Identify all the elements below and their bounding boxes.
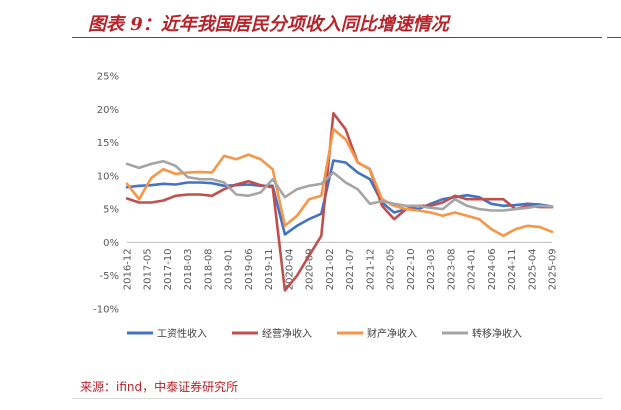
y-tick-label: 20% [97,105,119,116]
legend-label: 经营净收入 [262,327,312,340]
x-tick-label: 2020-04 [284,248,295,290]
x-tick-label: 2021-12 [365,248,376,290]
x-tick-label: 2024-01 [467,248,478,290]
y-tick-label: 25% [97,72,119,83]
y-tick-label: 15% [97,138,119,149]
x-tick-label: 2025-04 [527,248,538,290]
x-tick-label: 2019-01 [224,248,235,290]
y-tick-label: -10% [93,305,119,316]
series-line [125,128,554,238]
bottom-rule [72,398,602,399]
chart-title: 图表 9：近年我国居民分项收入同比增速情况 [88,14,449,35]
x-tick-label: 2017-10 [163,248,174,290]
x-tick-label: 2018-08 [203,248,214,290]
x-tick-label: 2019-06 [244,248,255,290]
x-tick-label: 2024-06 [487,248,498,290]
x-tick-label: 2023-08 [446,248,457,290]
title-bar: 图表 9：近年我国居民分项收入同比增速情况 [72,6,602,38]
y-tick-label: 5% [103,205,119,216]
x-tick-label: 2022-10 [406,248,417,290]
y-tick-label: -5% [100,271,119,282]
right-edge-rule [607,37,621,38]
x-tick-label: 2021-02 [325,248,336,290]
x-tick-label: 2018-03 [183,248,194,290]
series-line [125,112,554,292]
y-tick-label: 10% [97,171,119,182]
legend-label: 财产净收入 [367,327,417,340]
x-tick-label: 2025-09 [548,248,559,290]
x-tick-label: 2019-11 [264,248,275,290]
legend-label: 工资性收入 [157,327,207,340]
title-rule [72,37,602,38]
y-tick-label: 0% [103,238,119,249]
x-tick-label: 2020-09 [305,248,316,290]
x-tick-label: 2016-12 [123,248,134,290]
x-tick-label: 2024-11 [507,248,518,290]
x-tick-label: 2017-05 [143,248,154,290]
x-tick-label: 2021-07 [345,248,356,290]
source-note: 来源：ifind，中泰证券研究所 [80,380,239,394]
series-line [125,159,554,212]
x-tick-label: 2023-03 [426,248,437,290]
legend-label: 转移净收入 [472,327,522,340]
x-tick-label: 2022-05 [386,248,397,290]
